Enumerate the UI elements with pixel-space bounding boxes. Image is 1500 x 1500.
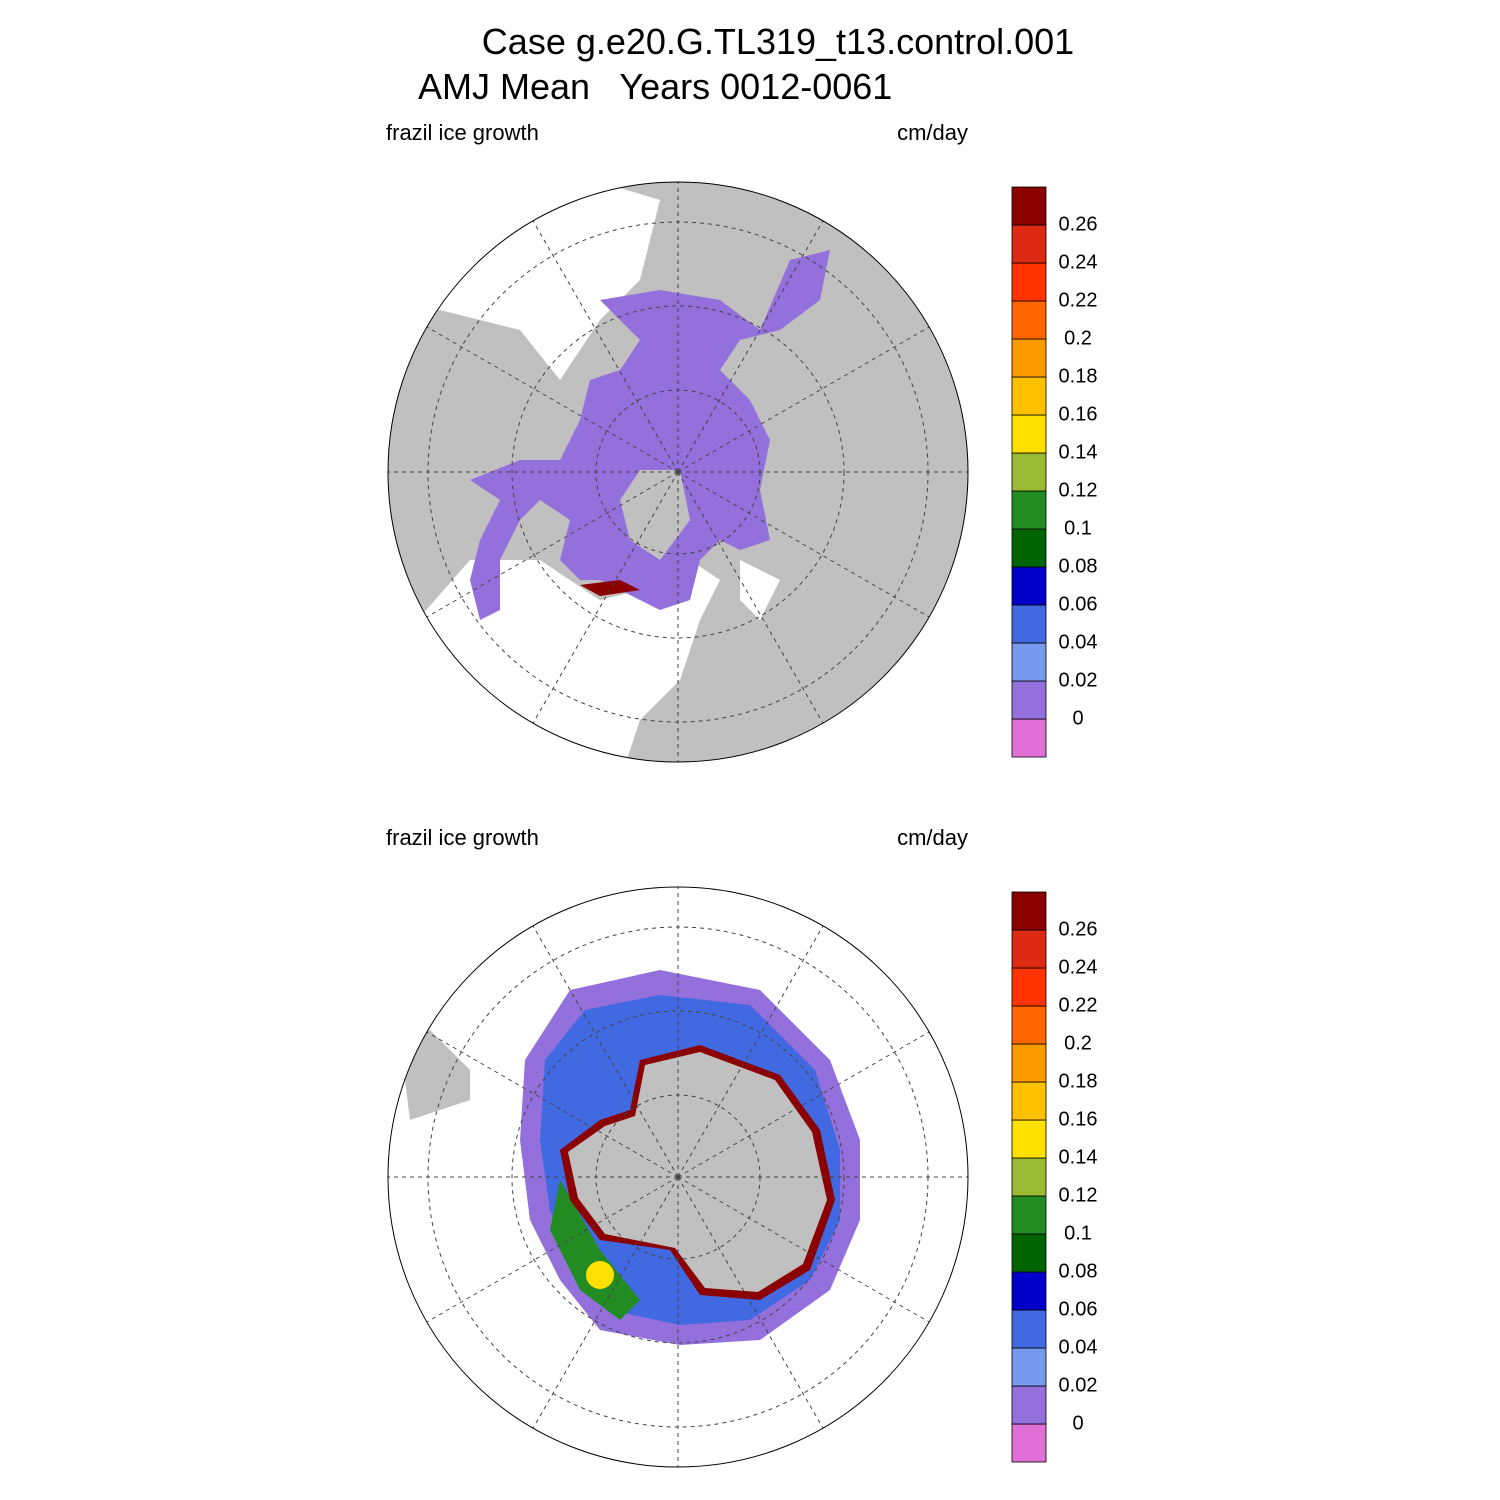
colorbar-box <box>1011 967 1047 1007</box>
title-line-2: AMJ Mean Years 0012-0061 <box>418 66 892 107</box>
colorbar-box <box>1011 1347 1047 1387</box>
colorbar-label: 0.12 <box>1059 479 1098 501</box>
colorbar-label: 0.1 <box>1064 1222 1092 1244</box>
colorbar-box <box>1011 604 1047 644</box>
longitude-line <box>677 925 824 1178</box>
longitude-line <box>677 220 824 473</box>
colorbar-label: 0.06 <box>1059 593 1098 615</box>
colorbar-box <box>1011 1385 1047 1425</box>
colorbar-box <box>1011 1043 1047 1083</box>
colorbar-label: 0.26 <box>1059 213 1098 235</box>
colorbar-box <box>1011 452 1047 492</box>
longitude-line <box>677 1176 930 1323</box>
colorbar-box <box>1011 186 1047 226</box>
colorbar-label: 0.16 <box>1059 403 1098 425</box>
colorbar-box <box>1011 680 1047 720</box>
colorbar-box <box>1011 1119 1047 1159</box>
greenland <box>620 470 690 560</box>
colorbar-label: 0.16 <box>1059 1108 1098 1130</box>
colorbar-label: 0.18 <box>1059 1070 1098 1092</box>
latitude-line <box>511 1010 845 1344</box>
colorbar-label: 0 <box>1072 707 1083 729</box>
colorbar-box <box>1011 1233 1047 1273</box>
colorbar-box <box>1011 528 1047 568</box>
longitude-line <box>426 1031 679 1178</box>
colorbar-label: 0.2 <box>1064 1032 1092 1054</box>
colorbar-box <box>1011 224 1047 264</box>
colorbar: 0 0.02 0.04 0.06 0.08 0.1 0.12 0.14 0.16 0.18 0.2 0… <box>1011 186 1098 758</box>
colorbar-box <box>1011 338 1047 378</box>
colorbar-label: 0.26 <box>1059 918 1098 940</box>
high-growth <box>580 580 640 596</box>
panel-units: cm/day <box>897 120 968 145</box>
colorbar-label: 0.2 <box>1064 327 1092 349</box>
colorbar-box <box>1011 414 1047 454</box>
baltic-sea <box>740 560 780 620</box>
colorbar-box <box>1011 1157 1047 1197</box>
title-line-1: Case g.e20.G.TL319_t13.control.001 <box>482 21 1074 62</box>
colorbar-label: 0 <box>1072 1412 1083 1434</box>
colorbar-box <box>1011 300 1047 340</box>
panel-units: cm/day <box>897 825 968 850</box>
colorbar-label: 0.22 <box>1059 289 1098 311</box>
colorbar-box <box>1011 1423 1047 1463</box>
colorbar-label: 0.06 <box>1059 1298 1098 1320</box>
colorbar-box <box>1011 642 1047 682</box>
longitude-line <box>426 1176 679 1323</box>
colorbar-box <box>1011 490 1047 530</box>
longitude-line <box>677 326 930 473</box>
colorbar-label: 0.14 <box>1059 1146 1098 1168</box>
panel-label: frazil ice growth <box>386 120 539 145</box>
colorbar-box <box>1011 1195 1047 1235</box>
longitude-line <box>532 220 679 473</box>
latitude-line <box>511 305 845 639</box>
ice-weddell <box>550 1180 640 1320</box>
longitude-line <box>532 471 679 724</box>
colorbar-label: 0.24 <box>1059 251 1098 273</box>
colorbar-label: 0.14 <box>1059 441 1098 463</box>
longitude-line <box>532 1176 679 1429</box>
colorbar-label: 0.12 <box>1059 1184 1098 1206</box>
colorbar-box <box>1011 1309 1047 1349</box>
colorbar-box <box>1011 566 1047 606</box>
colorbar-label: 0.22 <box>1059 994 1098 1016</box>
colorbar-label: 0.08 <box>1059 1260 1098 1282</box>
longitude-line <box>426 471 679 618</box>
colorbar-box <box>1011 1081 1047 1121</box>
longitude-line <box>532 925 679 1178</box>
colorbar-label: 0.04 <box>1059 631 1098 653</box>
south-america <box>400 1030 470 1120</box>
colorbar-label: 0.24 <box>1059 956 1098 978</box>
arctic-sea-ice <box>470 250 830 620</box>
colorbar-box <box>1011 262 1047 302</box>
colorbar: 0 0.02 0.04 0.06 0.08 0.1 0.12 0.14 0.16 0.18 0.2 0… <box>1011 891 1098 1463</box>
map-border <box>387 181 969 763</box>
panel-label: frazil ice growth <box>386 825 539 850</box>
colorbar-box <box>1011 376 1047 416</box>
colorbar-label: 0.08 <box>1059 555 1098 577</box>
ice-hotspot <box>586 1261 614 1289</box>
graticule <box>388 182 968 762</box>
colorbar-box <box>1011 1005 1047 1045</box>
colorbar-label: 0.02 <box>1059 669 1098 691</box>
longitude-line <box>677 471 930 618</box>
longitude-line <box>677 1031 930 1178</box>
map-border <box>387 886 969 1468</box>
colorbar-box <box>1011 929 1047 969</box>
colorbar-label: 0.02 <box>1059 1374 1098 1396</box>
longitude-line <box>677 471 824 724</box>
colorbar-label: 0.18 <box>1059 365 1098 387</box>
colorbar-label: 0.04 <box>1059 1336 1098 1358</box>
antarctica <box>568 1052 827 1292</box>
longitude-line <box>677 1176 824 1429</box>
colorbar-box <box>1011 891 1047 931</box>
colorbar-box <box>1011 718 1047 758</box>
graticule <box>388 887 968 1467</box>
antarctic-map <box>400 970 860 1345</box>
colorbar-box <box>1011 1271 1047 1311</box>
colorbar-label: 0.1 <box>1064 517 1092 539</box>
longitude-line <box>426 326 679 473</box>
